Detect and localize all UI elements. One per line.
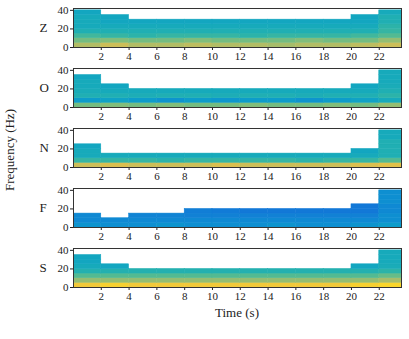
svg-text:8: 8	[182, 110, 188, 122]
svg-text:22: 22	[374, 50, 385, 62]
svg-text:8: 8	[182, 290, 188, 302]
svg-text:0: 0	[63, 281, 69, 293]
svg-text:16: 16	[290, 110, 302, 122]
svg-text:N: N	[40, 140, 50, 155]
svg-text:20: 20	[58, 22, 70, 34]
svg-text:2: 2	[99, 170, 105, 182]
svg-text:O: O	[40, 80, 49, 95]
svg-text:16: 16	[290, 230, 302, 242]
svg-text:8: 8	[182, 170, 188, 182]
svg-text:6: 6	[154, 230, 160, 242]
svg-text:0: 0	[63, 101, 69, 113]
svg-text:4: 4	[126, 170, 132, 182]
svg-text:10: 10	[207, 110, 219, 122]
svg-text:2: 2	[99, 230, 105, 242]
svg-text:10: 10	[207, 50, 219, 62]
svg-text:20: 20	[58, 82, 70, 94]
svg-text:6: 6	[154, 110, 160, 122]
svg-text:12: 12	[235, 110, 246, 122]
svg-text:F: F	[40, 200, 47, 215]
html-text:Frequency (Hz): Frequency (Hz)	[2, 109, 17, 191]
svg-text:40: 40	[58, 184, 70, 196]
svg-text:40: 40	[58, 124, 70, 136]
svg-text:22: 22	[374, 230, 385, 242]
svg-text:2: 2	[99, 290, 105, 302]
svg-text:0: 0	[63, 41, 69, 53]
svg-text:20: 20	[346, 50, 358, 62]
svg-text:Z: Z	[40, 20, 48, 35]
svg-text:20: 20	[346, 170, 358, 182]
svg-text:18: 18	[318, 170, 330, 182]
svg-text:22: 22	[374, 170, 385, 182]
svg-text:12: 12	[235, 50, 246, 62]
svg-text:0: 0	[63, 161, 69, 173]
svg-text:2: 2	[99, 50, 105, 62]
svg-text:40: 40	[58, 244, 70, 256]
svg-text:16: 16	[290, 290, 302, 302]
svg-text:6: 6	[154, 50, 160, 62]
svg-text:S: S	[40, 260, 47, 275]
svg-text:20: 20	[58, 202, 70, 214]
svg-text:16: 16	[290, 50, 302, 62]
svg-text:4: 4	[126, 50, 132, 62]
svg-text:8: 8	[182, 50, 188, 62]
svg-text:10: 10	[207, 230, 219, 242]
svg-text:6: 6	[154, 290, 160, 302]
svg-text:2: 2	[99, 110, 105, 122]
svg-text:16: 16	[290, 170, 302, 182]
svg-text:0: 0	[63, 221, 69, 233]
svg-text:22: 22	[374, 110, 385, 122]
svg-text:22: 22	[374, 290, 385, 302]
svg-text:10: 10	[207, 290, 219, 302]
html-text:Time (s): Time (s)	[215, 305, 259, 320]
svg-text:12: 12	[235, 230, 246, 242]
svg-text:4: 4	[126, 230, 132, 242]
svg-text:40: 40	[58, 64, 70, 76]
svg-text:14: 14	[263, 170, 275, 182]
svg-text:18: 18	[318, 110, 330, 122]
svg-text:20: 20	[58, 142, 70, 154]
svg-text:18: 18	[318, 230, 330, 242]
svg-text:20: 20	[346, 110, 358, 122]
svg-text:20: 20	[58, 262, 70, 274]
svg-text:14: 14	[263, 230, 275, 242]
svg-text:12: 12	[235, 170, 246, 182]
svg-text:20: 20	[346, 290, 358, 302]
svg-text:4: 4	[126, 110, 132, 122]
svg-text:8: 8	[182, 230, 188, 242]
svg-text:40: 40	[58, 4, 70, 16]
svg-text:18: 18	[318, 290, 330, 302]
svg-text:18: 18	[318, 50, 330, 62]
svg-text:12: 12	[235, 290, 246, 302]
svg-text:14: 14	[263, 110, 275, 122]
svg-text:4: 4	[126, 290, 132, 302]
svg-text:14: 14	[263, 290, 275, 302]
svg-text:14: 14	[263, 50, 275, 62]
svg-text:20: 20	[346, 230, 358, 242]
svg-text:10: 10	[207, 170, 219, 182]
svg-text:6: 6	[154, 170, 160, 182]
